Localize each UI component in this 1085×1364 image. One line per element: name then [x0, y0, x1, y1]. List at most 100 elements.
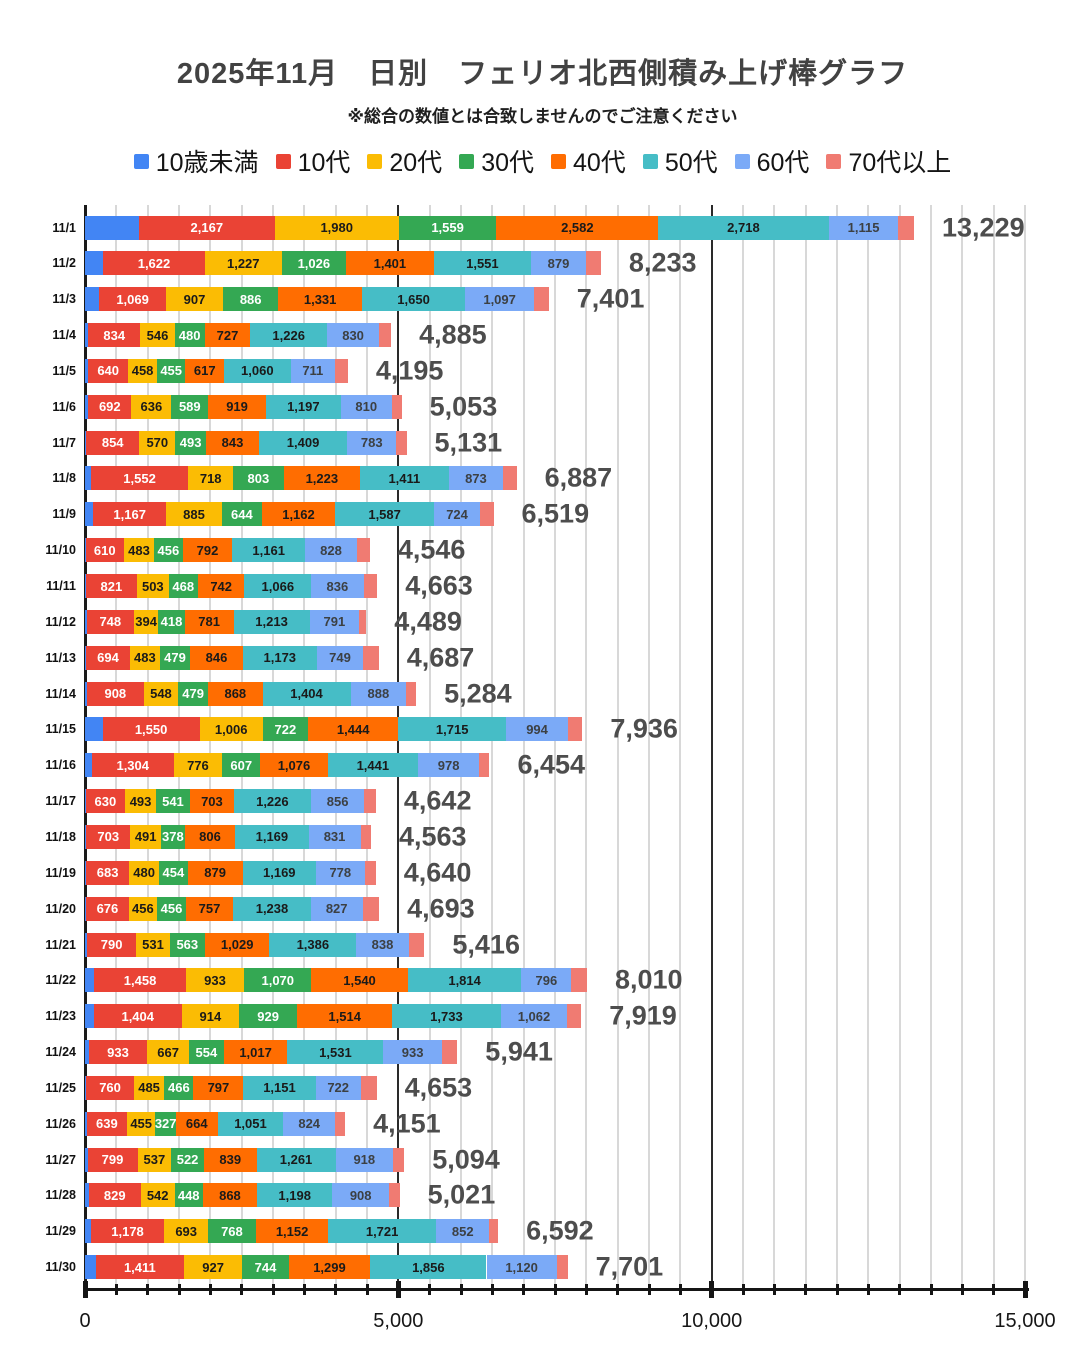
- x-axis-tick: [741, 1284, 745, 1295]
- bar-segment: 1,226: [250, 323, 328, 348]
- row-date-label: 11/23: [45, 1009, 76, 1024]
- bar-segment-label: 456: [132, 901, 154, 917]
- bar-segment-label: 1,198: [278, 1187, 311, 1203]
- bar-segment: 1,814: [407, 968, 522, 993]
- bar-segment: 727: [204, 323, 251, 348]
- bar-segment: 830: [327, 323, 380, 348]
- bar-segment-label: 1,120: [505, 1259, 538, 1275]
- bar-segment: [85, 323, 89, 348]
- bar-segment-label: 799: [101, 1152, 124, 1168]
- bar-segment: 873: [448, 466, 504, 491]
- bar-segment: 1,026: [281, 251, 346, 276]
- row-date-label: 11/15: [45, 722, 76, 737]
- bar-segment: [898, 215, 914, 240]
- bar-segment: 639: [86, 1111, 127, 1136]
- bar-segment: 1,167: [93, 502, 167, 527]
- bar-segment: 667: [147, 1040, 190, 1065]
- bar-segment-label: 1,401: [373, 255, 407, 271]
- bar-segment: 522: [171, 1147, 204, 1172]
- bar-segment: 455: [156, 358, 186, 383]
- bar-segment-label: 803: [247, 470, 270, 486]
- legend-item: 50代: [642, 143, 718, 179]
- bar-segment: 744: [242, 1255, 289, 1280]
- bar-segment: 790: [86, 932, 137, 957]
- bar-segment-label: 1,227: [226, 255, 260, 271]
- bar-segment-label: 821: [100, 578, 123, 594]
- legend-item: 40代: [551, 143, 626, 179]
- bar-segment: 480: [174, 323, 205, 348]
- bar-segment: 1,097: [465, 287, 534, 312]
- x-axis-tick-label: 15,000: [994, 1310, 1056, 1332]
- bar-segment-label: 1,814: [448, 972, 481, 988]
- bar-segment: 1,441: [327, 753, 418, 778]
- row-date-label: 11/24: [45, 1045, 76, 1060]
- gridline-minor: [146, 205, 149, 1288]
- row-total-label: 4,563: [398, 821, 467, 852]
- bar-segment: 493: [125, 789, 156, 814]
- bar-segment: 418: [158, 609, 185, 634]
- bar-segment-label: 744: [254, 1259, 277, 1275]
- bar-segment: 531: [136, 932, 170, 957]
- chart-row: 11/4 834 546 480 727 1,226 830 4,885: [0, 320, 1085, 350]
- row-total-label: 8,233: [628, 247, 697, 278]
- bar-segment: [85, 681, 87, 706]
- legend-item: 70代以上: [826, 143, 951, 179]
- bar-segment-label: 639: [96, 1116, 118, 1132]
- bar-segment-label: 908: [349, 1187, 372, 1203]
- bar-segment: [406, 681, 417, 706]
- bar-segment: [85, 824, 87, 849]
- bar-segment-label: 1,169: [263, 865, 296, 881]
- gridline-minor: [742, 205, 744, 1288]
- bar-segment-label: 522: [176, 1152, 199, 1168]
- bar-segment-label: 636: [140, 399, 163, 415]
- row-total-label: 13,229: [942, 212, 1025, 242]
- row-date-label: 11/9: [52, 507, 76, 522]
- bar-segment: 933: [88, 1040, 148, 1065]
- bar-segment-label: 1,070: [261, 972, 295, 988]
- bar-segment: [363, 645, 379, 670]
- bar-segment-label: 1,540: [343, 972, 376, 988]
- gridline-minor: [209, 205, 212, 1288]
- bar-segment: 636: [131, 394, 172, 419]
- bar-segment: 760: [86, 1075, 134, 1100]
- legend-item: 10歳未満: [133, 143, 259, 179]
- gridline-minor: [930, 205, 932, 1288]
- bar-segment-label: 1,213: [255, 614, 288, 630]
- bar-segment-label: 479: [182, 686, 204, 702]
- bar-segment-label: 1,299: [313, 1259, 346, 1275]
- bar-segment: [363, 574, 378, 598]
- bar-segment-label: 856: [326, 793, 349, 809]
- bar-segment-label: 1,115: [847, 220, 880, 235]
- bar-segment: [85, 466, 91, 491]
- bar-segment-label: 907: [183, 291, 206, 307]
- legend-swatch-icon: [133, 153, 149, 169]
- chart-row: 11/22 1,458 933 1,070 1,540 1,814 796 8,010: [0, 965, 1085, 995]
- bar-segment-label: 810: [355, 399, 378, 415]
- bar-segment: 914: [181, 1004, 240, 1029]
- x-axis-tick: [616, 1284, 620, 1295]
- bar-segment: [85, 251, 104, 276]
- bar-segment-label: 1,552: [123, 470, 156, 486]
- bar-segment-label: 888: [367, 686, 390, 702]
- bar-segment: [391, 394, 402, 419]
- chart-row: 11/6 692 636 589 919 1,197 810 5,053: [0, 391, 1085, 421]
- row-total-label: 7,936: [610, 713, 678, 744]
- bar-segment-label: 711: [302, 363, 324, 379]
- bar-segment-label: 781: [198, 614, 220, 630]
- bar-segment: 1,531: [287, 1040, 384, 1065]
- bar-segment: [85, 860, 87, 885]
- bar-segment: 485: [133, 1075, 165, 1100]
- row-total-label: 5,021: [427, 1179, 496, 1210]
- bar-segment: 1,721: [328, 1219, 437, 1244]
- row-total-label: 4,489: [394, 606, 462, 637]
- bar-segment: 1,213: [233, 609, 310, 634]
- bar-segment: [85, 932, 87, 957]
- bar-segment: 839: [203, 1147, 257, 1172]
- gridline-minor: [867, 205, 870, 1288]
- bar-segment: [85, 1075, 87, 1100]
- x-axis-tick: [772, 1284, 776, 1295]
- bar-segment: 919: [208, 394, 266, 419]
- legend-item: 30代: [459, 143, 534, 179]
- x-axis-tick: [678, 1284, 682, 1295]
